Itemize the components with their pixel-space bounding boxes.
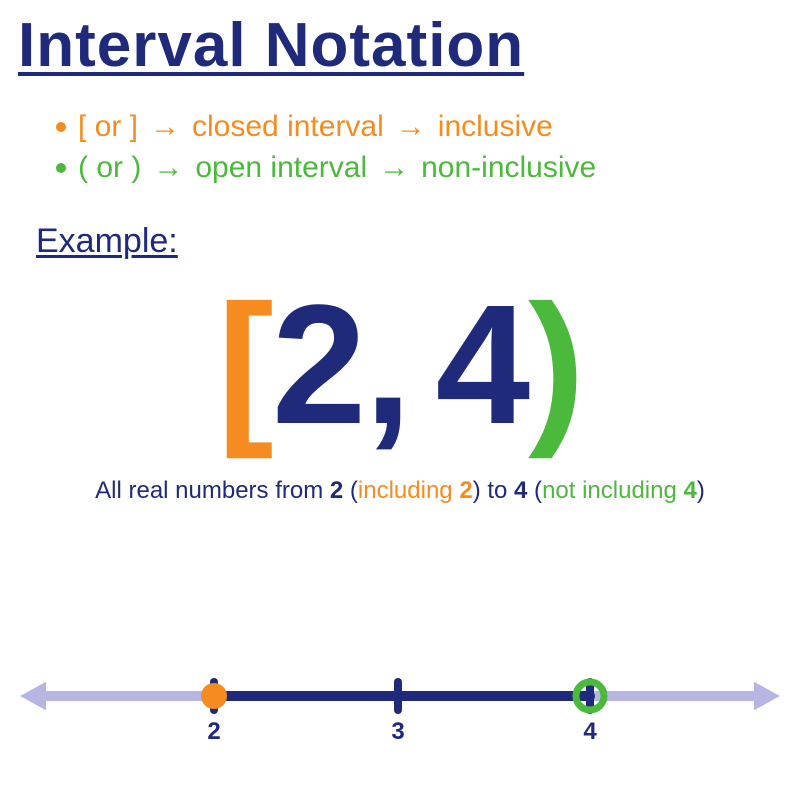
numline-label: 3 xyxy=(391,718,404,746)
expr-comma: , xyxy=(364,267,409,463)
open-bracket: [ xyxy=(217,267,272,463)
arrow-icon: → xyxy=(150,107,180,148)
expl-p1b: ) to xyxy=(473,477,514,504)
expl-b4: 4 xyxy=(684,477,697,504)
expl-b2: 2 xyxy=(459,477,472,504)
bullet-dot-icon xyxy=(56,163,66,173)
close-paren: ) xyxy=(528,267,583,463)
bullet-dot-icon xyxy=(56,122,66,132)
arrow-icon: → xyxy=(153,148,183,189)
bullet-open: ( or ) → open interval → non-inclusive xyxy=(56,148,760,189)
explanation-text: All real numbers from 2 (including 2) to… xyxy=(0,463,800,505)
expl-b3: 4 xyxy=(514,477,527,504)
expr-left-num: 2 xyxy=(272,267,365,463)
arrow-icon: → xyxy=(379,148,409,189)
expl-b1: 2 xyxy=(330,477,343,504)
numline-label: 4 xyxy=(583,718,596,746)
bullet-mid: closed interval xyxy=(192,107,384,148)
interval-expression: [ 2 , 4 ) xyxy=(0,261,800,463)
bullet-brackets: ( or ) xyxy=(78,148,141,189)
bullet-list: [ or ] → closed interval → inclusive ( o… xyxy=(0,81,800,188)
number-line: 2 3 4 xyxy=(0,672,800,792)
bullet-end: inclusive xyxy=(438,107,553,148)
bullet-mid: open interval xyxy=(195,148,367,189)
expr-right-num: 4 xyxy=(436,267,529,463)
expl-p1a: ( xyxy=(343,477,358,504)
expl-pre: All real numbers from xyxy=(95,477,330,504)
expl-p2b: ) xyxy=(697,477,705,504)
expl-ninc: not including xyxy=(542,477,683,504)
bullet-end: non-inclusive xyxy=(421,148,596,189)
expl-inc: including xyxy=(358,477,459,504)
bullet-brackets: [ or ] xyxy=(78,107,138,148)
numline-label: 2 xyxy=(207,718,220,746)
arrow-icon: → xyxy=(396,107,426,148)
example-heading: Example: xyxy=(0,188,800,261)
page-title: Interval Notation xyxy=(0,0,800,81)
expl-p2a: ( xyxy=(527,477,542,504)
bullet-closed: [ or ] → closed interval → inclusive xyxy=(56,107,760,148)
